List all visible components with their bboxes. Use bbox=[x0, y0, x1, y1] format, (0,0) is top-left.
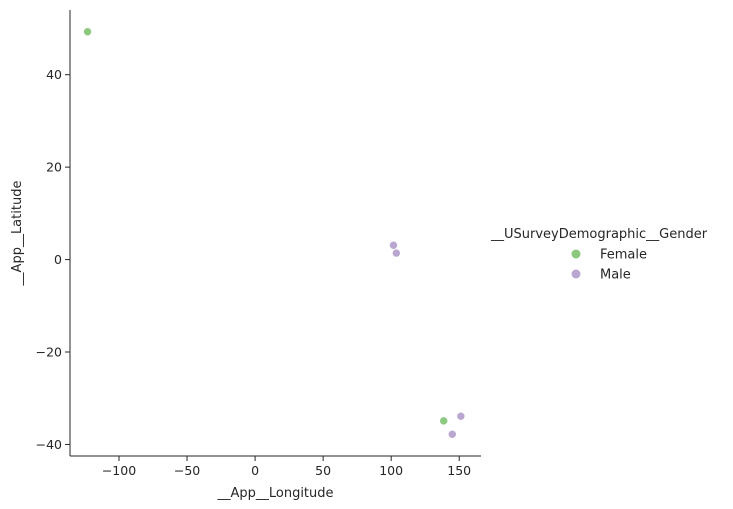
data-point-female bbox=[83, 27, 92, 37]
x-tick-label: 100 bbox=[379, 463, 403, 478]
legend-entry-male: Male bbox=[600, 268, 631, 283]
x-tick-label: 0 bbox=[251, 463, 259, 478]
y-tick-label: −20 bbox=[36, 345, 62, 360]
y-axis-label: __App__Latitude bbox=[10, 181, 25, 287]
x-tick-label: −100 bbox=[102, 463, 136, 478]
legend-title: __USurveyDemographic__Gender bbox=[490, 227, 708, 242]
x-tick-label: 50 bbox=[315, 463, 331, 478]
legend-entry-female: Female bbox=[600, 248, 647, 263]
legend-marker-male bbox=[571, 269, 581, 279]
y-tick-label: 0 bbox=[54, 252, 62, 267]
x-tick-label: 150 bbox=[447, 463, 471, 478]
x-axis-ticks: −100 −50 0 50 100 150 bbox=[102, 456, 471, 478]
y-tick-label: 20 bbox=[46, 160, 62, 175]
x-tick-label: −50 bbox=[174, 463, 200, 478]
data-point-female bbox=[439, 416, 449, 426]
data-point-male bbox=[447, 429, 457, 439]
data-point-male bbox=[392, 248, 401, 258]
plot-area bbox=[83, 27, 466, 439]
x-axis-label: __App__Longitude bbox=[216, 486, 333, 501]
y-tick-label: −40 bbox=[36, 437, 62, 452]
y-tick-label: 40 bbox=[46, 67, 62, 82]
y-axis-ticks: −40 −20 0 20 40 bbox=[36, 67, 70, 452]
data-point-male bbox=[389, 240, 398, 250]
legend: __USurveyDemographic__Gender Female Male bbox=[490, 227, 708, 283]
data-point-male bbox=[456, 411, 466, 421]
legend-marker-female bbox=[571, 249, 581, 259]
